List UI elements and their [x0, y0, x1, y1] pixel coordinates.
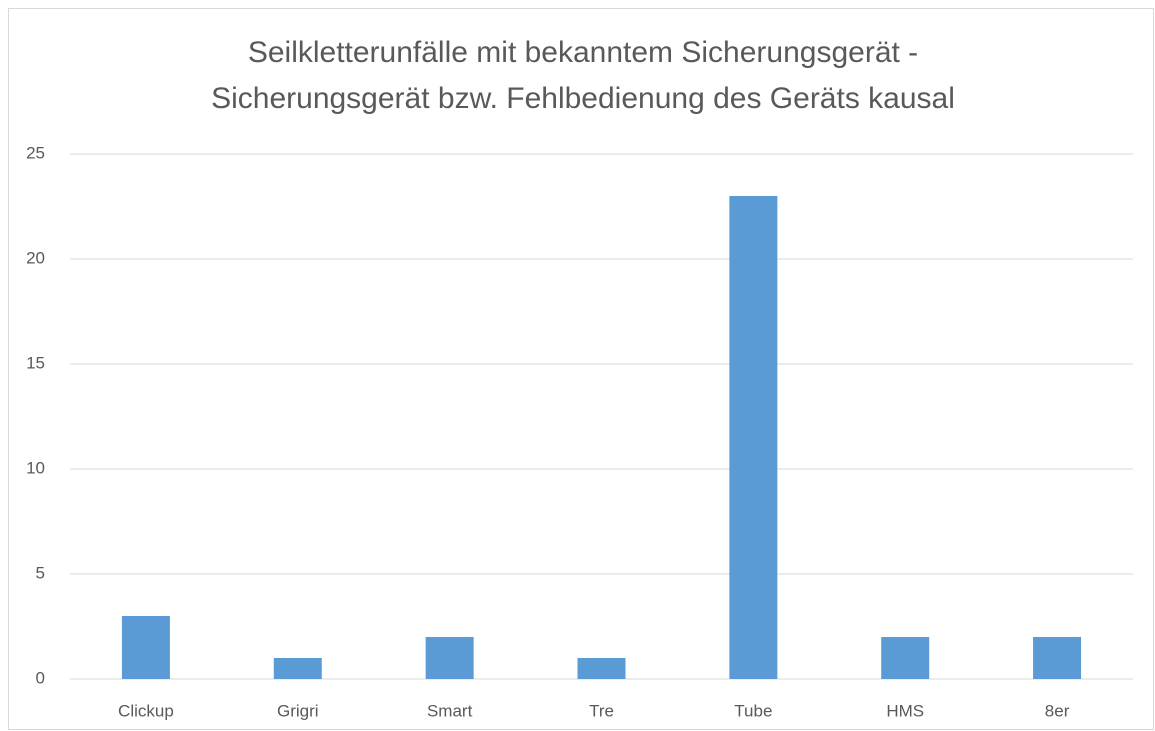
x-tick-label: Tube — [734, 701, 772, 720]
x-tick-label: HMS — [886, 701, 924, 720]
bar — [881, 637, 930, 679]
bar — [425, 637, 474, 679]
y-tick-label: 20 — [26, 248, 45, 267]
bar — [729, 196, 778, 679]
y-tick-label: 10 — [26, 458, 45, 477]
y-tick-label: 15 — [26, 353, 45, 372]
x-tick-label: Grigri — [277, 701, 319, 720]
x-tick-label: Clickup — [118, 701, 174, 720]
bar — [1033, 637, 1082, 679]
bar — [577, 658, 626, 679]
x-tick-label: Smart — [427, 701, 473, 720]
x-tick-label: Tre — [589, 701, 614, 720]
y-tick-label: 25 — [26, 143, 45, 162]
x-tick-label: 8er — [1045, 701, 1070, 720]
chart-frame — [8, 8, 1154, 730]
y-tick-label: 5 — [36, 563, 45, 582]
bar — [121, 616, 170, 679]
bar — [273, 658, 322, 679]
y-tick-label: 0 — [36, 668, 45, 687]
chart-title: Seilkletterunfälle mit bekanntem Sicheru… — [211, 36, 955, 115]
